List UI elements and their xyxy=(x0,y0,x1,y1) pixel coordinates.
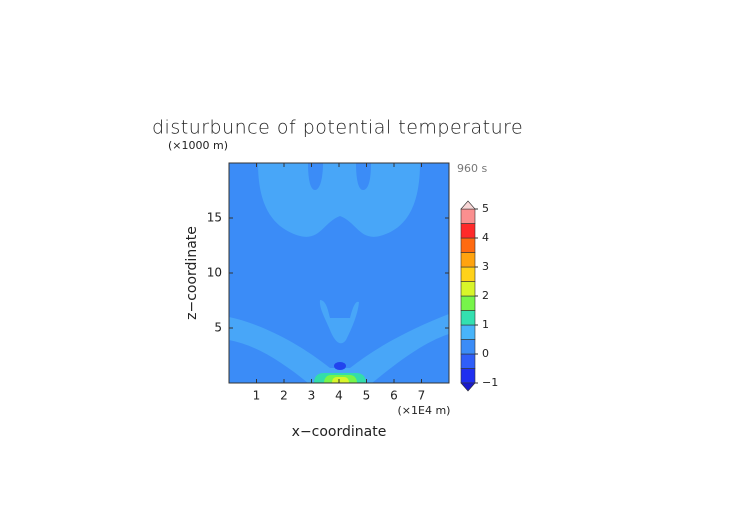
y-unit: (×1000 m) xyxy=(168,139,228,152)
x-tick-label: 4 xyxy=(335,389,343,403)
x-axis-label: x−coordinate xyxy=(292,424,387,440)
contour-field xyxy=(229,163,449,383)
colorbar-segment xyxy=(460,223,476,239)
colorbar-under xyxy=(460,382,476,392)
x-tick-label: 1 xyxy=(253,389,261,403)
colorbar-segment xyxy=(460,208,476,224)
colorbar-segment xyxy=(460,310,476,326)
colorbar-tick-label: 1 xyxy=(482,318,489,331)
colorbar-over xyxy=(460,200,476,210)
colorbar-tick-label: 5 xyxy=(482,202,489,215)
x-tick-label: 5 xyxy=(363,389,371,403)
colorbar-segment xyxy=(460,368,476,384)
y-tick-label: 5 xyxy=(214,321,222,335)
colorbar-tick-label: 0 xyxy=(482,347,489,360)
chart-title: disturbunce of potential temperature xyxy=(152,117,523,139)
colorbar-tick-label: 2 xyxy=(482,289,489,302)
colorbar-tick-label: −1 xyxy=(482,376,498,389)
time-label: 960 s xyxy=(457,162,487,175)
colorbar-segment xyxy=(460,353,476,369)
x-tick-label: 2 xyxy=(280,389,288,403)
colorbar-tick-label: 4 xyxy=(482,231,489,244)
colorbar-segment xyxy=(460,281,476,297)
colorbar-segment xyxy=(460,295,476,311)
x-tick-label: 7 xyxy=(418,389,426,403)
colorbar-segment xyxy=(460,266,476,282)
x-unit: (×1E4 m) xyxy=(398,404,451,417)
field-region xyxy=(308,163,323,190)
colorbar-segment xyxy=(460,237,476,253)
colorbar-segment xyxy=(460,324,476,340)
x-tick-label: 6 xyxy=(390,389,398,403)
field-region xyxy=(332,377,349,383)
y-tick-label: 10 xyxy=(207,266,222,280)
field-region xyxy=(258,163,420,237)
colorbar-segment xyxy=(460,252,476,268)
x-tick-label: 3 xyxy=(308,389,316,403)
colorbar-segment xyxy=(460,339,476,355)
y-axis-label: z−coordinate xyxy=(184,226,200,320)
field-region xyxy=(319,300,359,344)
field-region xyxy=(334,362,346,370)
colorbar-tick-label: 3 xyxy=(482,260,489,273)
y-tick-label: 15 xyxy=(207,211,222,225)
field-region xyxy=(356,163,371,190)
